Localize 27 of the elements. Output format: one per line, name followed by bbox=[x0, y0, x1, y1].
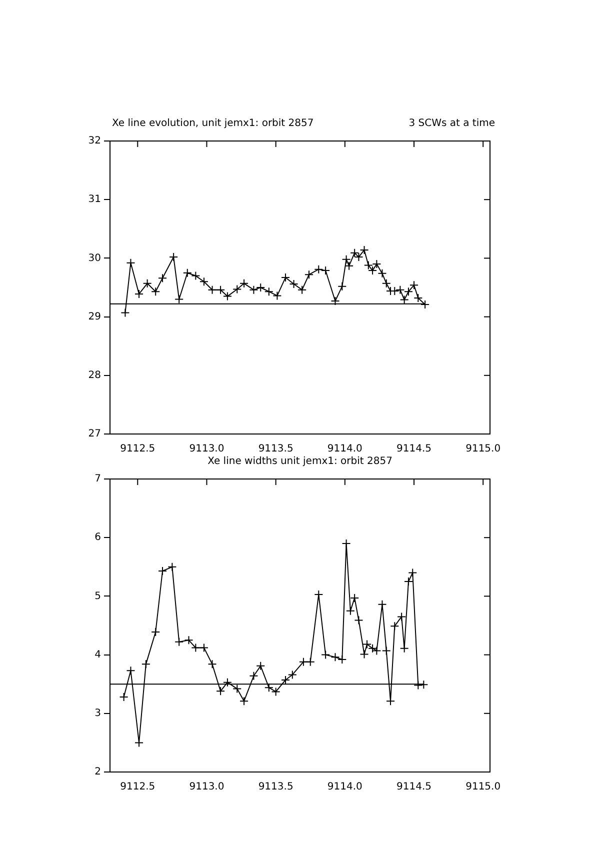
x-tick-label: 9114.5 bbox=[396, 444, 432, 455]
chart-subtitle: 3 SCWs at a time bbox=[408, 118, 495, 129]
x-tick-label: 9115.0 bbox=[466, 782, 501, 793]
y-tick-label: 29 bbox=[88, 311, 101, 322]
chart-title: Xe line widths unit jemx1: orbit 2857 bbox=[208, 456, 392, 467]
x-tick-label: 9112.5 bbox=[120, 782, 156, 793]
y-tick-label: 2 bbox=[94, 766, 101, 778]
y-tick-label: 3 bbox=[94, 708, 101, 719]
x-tick-label: 9112.5 bbox=[120, 444, 156, 455]
x-tick-label: 9114.0 bbox=[327, 782, 362, 793]
x-tick-label: 9114.5 bbox=[396, 782, 432, 793]
y-tick-label: 28 bbox=[88, 370, 101, 381]
y-tick-label: 32 bbox=[88, 136, 101, 147]
y-tick-label: 5 bbox=[94, 590, 101, 602]
y-tick-label: 6 bbox=[94, 532, 101, 544]
x-tick-label: 9114.0 bbox=[327, 444, 362, 455]
y-tick-label: 31 bbox=[88, 194, 101, 206]
x-tick-label: 9113.0 bbox=[189, 444, 224, 455]
chart-title: Xe line evolution, unit jemx1: orbit 2857 bbox=[112, 118, 314, 129]
x-tick-label: 9113.5 bbox=[258, 782, 294, 793]
y-tick-label: 30 bbox=[88, 252, 101, 264]
y-tick-label: 4 bbox=[94, 649, 101, 660]
x-tick-label: 9113.0 bbox=[189, 782, 224, 793]
y-tick-label: 27 bbox=[88, 428, 101, 440]
x-tick-label: 9113.5 bbox=[258, 444, 294, 455]
y-tick-label: 7 bbox=[94, 474, 101, 485]
x-tick-label: 9115.0 bbox=[466, 444, 501, 455]
